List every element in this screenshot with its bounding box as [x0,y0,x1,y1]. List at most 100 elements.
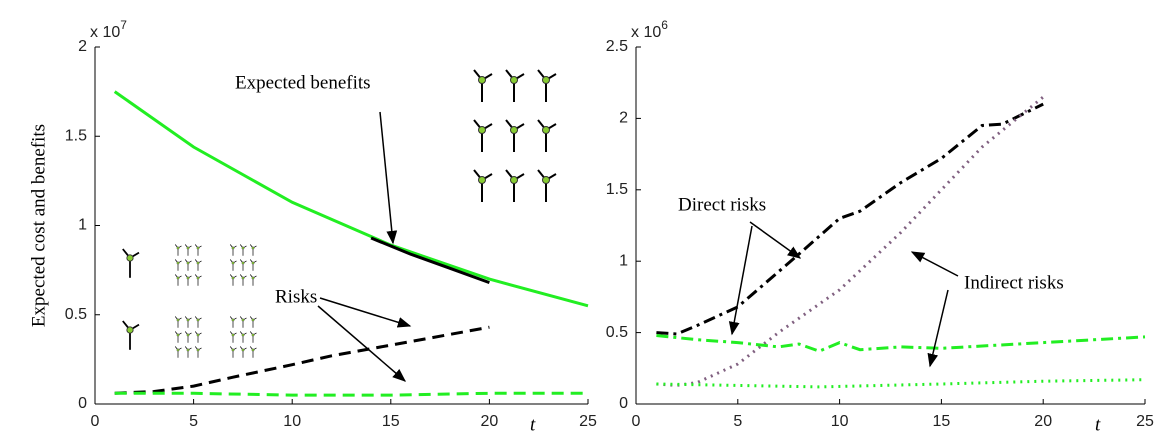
icon [239,331,247,343]
annotation: Expected benefits [235,72,371,93]
icon [229,346,237,358]
icon-node [231,318,235,322]
icon-node [251,318,255,322]
icon [184,244,192,256]
icon [122,320,140,350]
icon-node [510,176,518,184]
y-tick-label: 1.5 [606,181,628,198]
icon [174,316,182,328]
y-tick-label: 1.5 [65,127,87,144]
icon [194,259,202,271]
icon [184,316,192,328]
icon-node [251,261,255,265]
exponent-base: x 10 [90,24,120,41]
icon-node [241,318,245,322]
icon [174,244,182,256]
y-tick-label: 1 [78,217,87,234]
x-tick-label: 5 [733,413,742,430]
icon [229,316,237,328]
icon-node [510,126,518,134]
icon-node [241,246,245,250]
arrow [749,221,802,259]
icon [473,169,493,202]
series-line [113,90,589,308]
arrow [910,251,959,277]
icon-node [251,276,255,280]
icon-node [241,261,245,265]
icon-node [231,348,235,352]
x-tick-label: 15 [933,413,951,430]
series-line [114,325,490,395]
series-line [656,378,1146,389]
y-tick-label: 2 [619,110,628,127]
icon [239,274,247,286]
y-exponent: x 107 [90,18,127,41]
x-tick-label: 0 [91,413,100,430]
arrow [728,225,753,336]
icon-node [126,326,134,334]
x-tick-label: 10 [283,413,301,430]
icon [505,119,525,152]
y-tick-label: 0 [78,395,87,412]
x-tick-label: 20 [1034,413,1052,430]
x-tick-label: 20 [481,413,499,430]
icon-node [478,76,486,84]
y-exponent: x 106 [631,18,668,41]
arrow [379,111,398,245]
exponent-power: 6 [661,18,668,32]
icon [194,346,202,358]
icon [249,259,257,271]
icon [184,331,192,343]
x-tick-label: 10 [831,413,849,430]
y-tick-label: 0 [619,395,628,412]
icon-node [176,348,180,352]
icon [174,331,182,343]
arrow [319,297,412,328]
icon-node [231,261,235,265]
icon [174,274,182,286]
x-axis-label: t [530,414,536,435]
arrow [927,289,949,368]
icon [184,346,192,358]
icon-node [176,333,180,337]
icon [473,69,493,102]
icon [249,244,257,256]
icon-node [542,76,550,84]
x-tick-label: 15 [382,413,400,430]
icon [249,331,257,343]
x-axis-label: t [1095,414,1101,435]
exponent-power: 7 [120,18,127,32]
icon-node [241,348,245,352]
icon [249,346,257,358]
series-line [370,236,490,285]
icon-node [186,318,190,322]
icon-node [186,333,190,337]
icon [229,331,237,343]
icon [249,274,257,286]
icon [239,259,247,271]
icon [184,274,192,286]
icon-node [196,348,200,352]
x-tick-label: 25 [579,413,597,430]
icon [537,119,557,152]
icon [194,316,202,328]
icon-node [478,176,486,184]
icon-node [251,348,255,352]
icon [229,274,237,286]
icon [174,346,182,358]
icon [239,346,247,358]
y-tick-label: 2.5 [606,38,628,55]
annotation: Indirect risks [964,272,1064,293]
icon-node [196,276,200,280]
icon-node [186,246,190,250]
icon-node [231,276,235,280]
icon [229,244,237,256]
x-tick-label: 25 [1136,413,1154,430]
icon-node [176,276,180,280]
icon [249,316,257,328]
icon-node [176,246,180,250]
icon-node [196,333,200,337]
annotation: Risks [275,286,317,307]
x-tick-label: 0 [632,413,641,430]
y-tick-label: 0.5 [65,306,87,323]
